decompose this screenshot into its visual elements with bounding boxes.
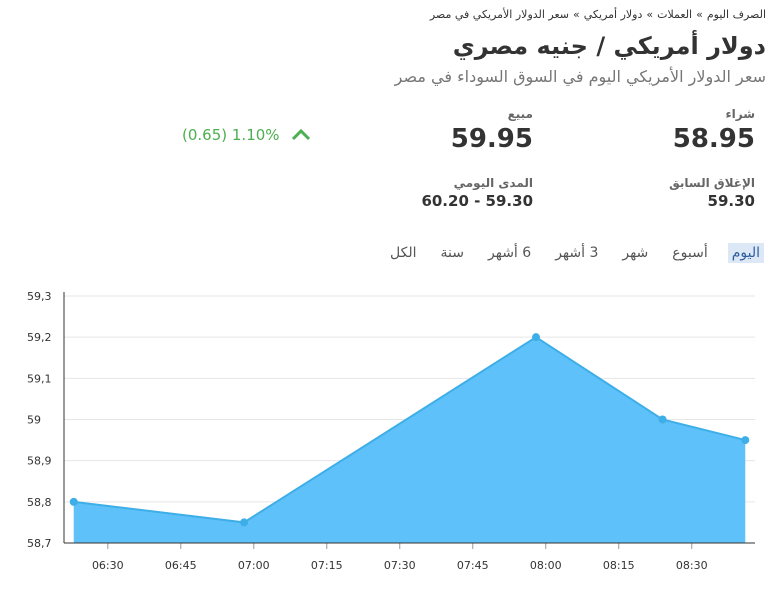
data-point [532,333,541,342]
change-value: (0.65) [182,126,228,144]
data-point [240,518,249,527]
separator: » [646,8,654,21]
tab[interactable]: شهر [622,245,649,261]
tab[interactable]: 6 أشهر [488,245,532,261]
range-label: المدى اليومي [453,176,533,190]
breadcrumb-link[interactable]: الصرف اليوم [706,8,766,21]
x-tick-label: 07:15 [311,559,343,572]
breadcrumb-link[interactable]: العملات [657,8,693,21]
y-tick-label: 59,1 [27,372,52,385]
x-tick-label: 07:00 [238,559,270,572]
x-tick-label: 08:15 [603,559,635,572]
range-value: 60.20 - 59.30 [421,192,533,210]
page-title: دولار أمريكي / جنيه مصري [452,32,766,60]
up-arrow [291,128,311,141]
breadcrumb-link[interactable]: دولار أمريكي [583,8,643,21]
breadcrumb: الصرف اليوم»العملات»دولار أمريكي»سعر الد… [430,8,766,21]
prev-close-label: الإغلاق السابق [669,176,755,190]
y-tick-label: 58,7 [27,537,52,550]
change: (0.65) 1.10% [182,126,280,144]
x-tick-label: 08:30 [676,559,708,572]
change-percent: 1.10% [231,126,280,144]
tab[interactable]: 3 أشهر [555,245,599,261]
buy-label: شراء [725,107,755,121]
tab[interactable]: سنة [440,245,465,261]
tab[interactable]: أسبوع [672,245,708,261]
x-tick-label: 06:45 [165,559,197,572]
y-tick-label: 59,2 [27,331,52,344]
tab[interactable]: اليوم [727,243,764,263]
breadcrumb-current: سعر الدولار الأمريكي في مصر [429,8,570,21]
y-tick-label: 58,9 [27,455,52,468]
separator: » [573,8,580,21]
x-tick-label: 07:45 [457,559,489,572]
y-tick-label: 58,8 [27,496,52,509]
sell-label: مبيع [507,107,533,121]
y-tick-label: 59,3 [27,290,52,303]
tab[interactable]: الكل [390,245,417,261]
prev-close-value: 59.30 [707,192,755,210]
separator: » [696,8,703,21]
data-point [69,497,78,506]
x-tick-label: 06:30 [92,559,124,572]
data-point [658,415,667,424]
chart: 58,7 58,8 58,9 59 59,1 59,2 59,3 06:30 06:45 07:0… [27,290,755,572]
buy-value: 58.95 [672,124,755,154]
period-tabs: اليوم أسبوع شهر 3 أشهر 6 أشهر سنة الكل [386,243,764,263]
page-subtitle: سعر الدولار الأمريكي اليوم في السوق السو… [394,67,766,86]
x-tick-label: 07:30 [384,559,416,572]
data-point [741,436,750,445]
y-tick-label: 59 [27,414,41,427]
area [73,337,746,543]
sell-value: 59.95 [450,124,533,154]
x-tick-label: 08:00 [530,559,562,572]
